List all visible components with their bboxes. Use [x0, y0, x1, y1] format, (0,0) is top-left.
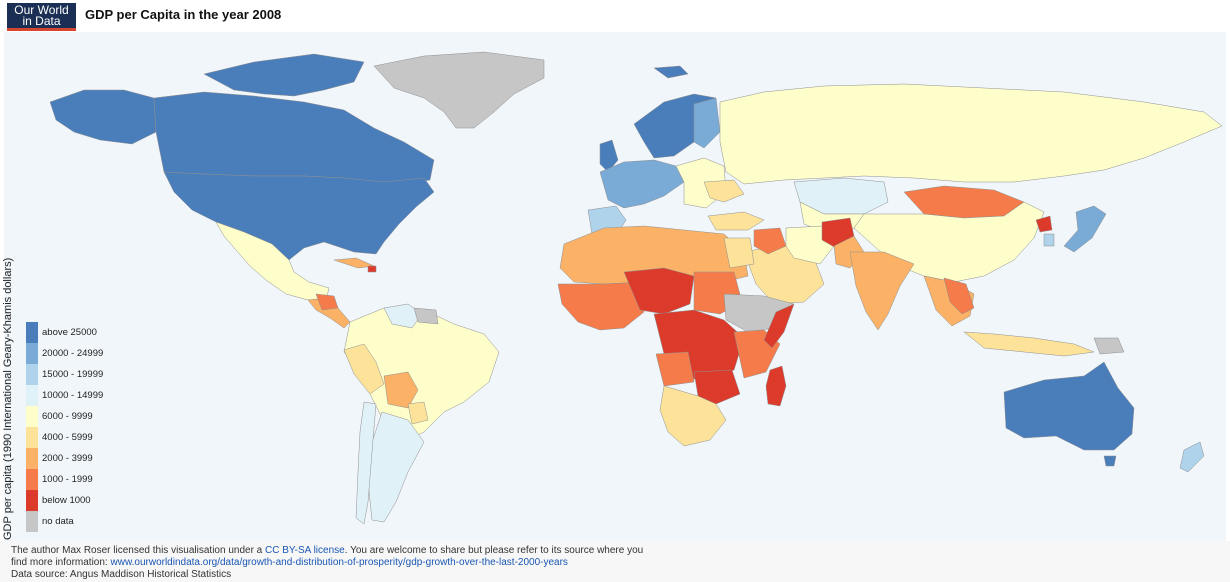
region-peru[interactable]: [343, 343, 385, 395]
legend-swatch: [26, 448, 38, 469]
region-russia[interactable]: [719, 83, 1223, 185]
legend-swatch: [26, 490, 38, 511]
region-guatemala-honduras[interactable]: [315, 293, 339, 311]
region-somalia[interactable]: [763, 303, 795, 349]
header: Our World in Data GDP per Capita in the …: [0, 0, 1230, 32]
region-new-guinea[interactable]: [1093, 337, 1125, 355]
region-angola[interactable]: [655, 351, 695, 387]
region-usa[interactable]: [163, 171, 435, 261]
region-greenland[interactable]: [373, 51, 545, 129]
logo-line-2: in Data: [22, 14, 61, 28]
region-uk[interactable]: [599, 139, 619, 173]
region-bolivia[interactable]: [383, 371, 419, 409]
region-japan[interactable]: [1063, 205, 1107, 253]
footer-text-2: . You are welcome to share but please re…: [344, 545, 644, 556]
region-guianas[interactable]: [413, 307, 439, 325]
region-canada-arctic-islands[interactable]: [203, 53, 365, 97]
footer-source-line: find more information: www.ourworldindat…: [11, 557, 568, 568]
legend-label: above 25000: [42, 327, 97, 338]
region-sahel[interactable]: [623, 267, 695, 315]
region-haiti[interactable]: [367, 265, 377, 273]
region-india[interactable]: [849, 251, 915, 331]
logo-line-1: Our World: [14, 3, 69, 17]
region-turkey[interactable]: [707, 211, 765, 231]
region-south-korea[interactable]: [1043, 233, 1055, 247]
legend-label: 10000 - 14999: [42, 390, 104, 401]
region-venezuela[interactable]: [383, 303, 423, 329]
region-canada[interactable]: [153, 91, 435, 185]
region-chile[interactable]: [355, 401, 377, 525]
legend-label: 15000 - 19999: [42, 369, 104, 380]
world-map-svg: [49, 51, 1223, 525]
legend-swatch: [26, 322, 38, 343]
legend-swatch: [26, 511, 38, 532]
region-southern-africa[interactable]: [659, 385, 727, 447]
world-map: [4, 32, 1226, 541]
our-world-in-data-logo[interactable]: Our World in Data: [7, 3, 76, 31]
region-west-africa[interactable]: [557, 281, 645, 331]
map-title: GDP per Capita in the year 2008: [85, 7, 282, 22]
region-egypt[interactable]: [723, 237, 755, 269]
legend-label: 2000 - 3999: [42, 453, 93, 464]
legend-label: 1000 - 1999: [42, 474, 93, 485]
source-link[interactable]: www.ourworldindata.org/data/growth-and-d…: [110, 557, 568, 568]
region-finland[interactable]: [693, 97, 721, 149]
region-tasmania[interactable]: [1103, 455, 1117, 467]
legend-label: below 1000: [42, 495, 91, 506]
legend-swatch: [26, 364, 38, 385]
legend-swatch: [26, 385, 38, 406]
region-zambia-mozambique[interactable]: [693, 369, 741, 405]
region-western-europe[interactable]: [599, 159, 685, 209]
footer: The author Max Roser licensed this visua…: [0, 541, 1230, 582]
region-myanmar-laos[interactable]: [943, 277, 975, 315]
region-mongolia[interactable]: [903, 185, 1025, 219]
legend-swatch: [26, 427, 38, 448]
legend-label: 4000 - 5999: [42, 432, 93, 443]
region-north-korea[interactable]: [1035, 215, 1053, 233]
region-new-zealand[interactable]: [1179, 441, 1205, 473]
footer-license-line: The author Max Roser licensed this visua…: [11, 545, 643, 556]
region-alaska[interactable]: [49, 89, 157, 145]
region-ukraine[interactable]: [703, 179, 745, 203]
legend-label: no data: [42, 516, 74, 527]
footer-data-source: Data source: Angus Maddison Historical S…: [11, 569, 232, 580]
license-link[interactable]: CC BY-SA license: [265, 545, 345, 556]
region-australia[interactable]: [1003, 361, 1135, 451]
footer-text-1: The author Max Roser licensed this visua…: [11, 545, 266, 556]
legend-swatch: [26, 343, 38, 364]
legend-title: GDP per capita (1990 International Geary…: [2, 257, 14, 540]
region-indonesia[interactable]: [963, 331, 1095, 357]
region-iraq-syria[interactable]: [753, 227, 787, 255]
legend-label: 6000 - 9999: [42, 411, 93, 422]
footer-text-3: find more information:: [11, 557, 111, 568]
region-paraguay[interactable]: [407, 401, 429, 425]
legend-swatch: [26, 406, 38, 427]
legend-swatch: [26, 469, 38, 490]
region-madagascar[interactable]: [765, 365, 787, 407]
region-iceland[interactable]: [653, 65, 689, 79]
legend-label: 20000 - 24999: [42, 348, 104, 359]
